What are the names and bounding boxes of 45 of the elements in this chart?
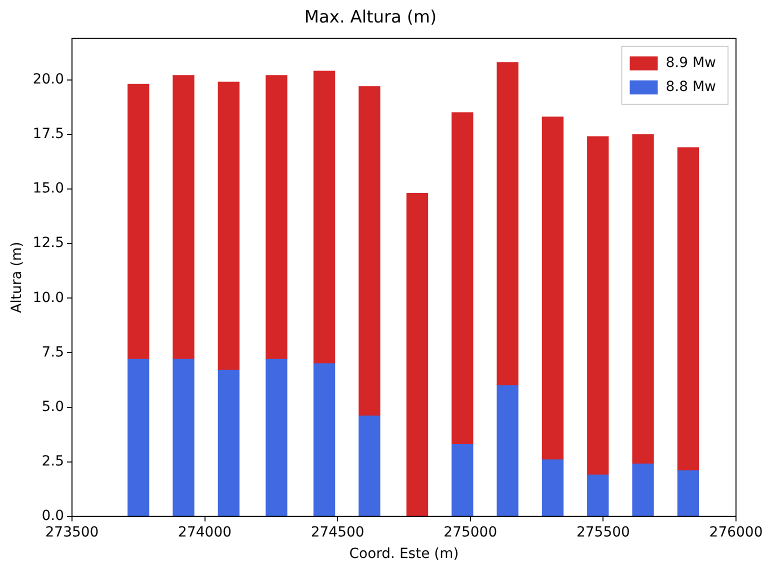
x-tick-label: 273500 [45,524,99,540]
y-tick-label: 2.5 [42,453,64,470]
bar [496,62,518,386]
bar [266,358,288,516]
bar [313,363,336,516]
bar [587,474,609,516]
legend-label: 8.9 Mw [666,55,716,72]
bar [632,134,654,464]
y-tick-label: 7.5 [42,344,64,360]
x-tick-label: 274500 [310,524,364,540]
bar [452,112,474,445]
bar [218,82,240,370]
bar [128,84,150,360]
y-tick-label: 0.0 [42,508,64,524]
bar [128,358,150,516]
bar [542,459,564,516]
x-tick-label: 276000 [709,524,763,540]
bar [542,116,564,460]
bar [406,193,428,516]
bar [677,470,700,516]
x-tick-label: 274000 [178,524,232,540]
y-axis-title: Altura (m) [9,242,26,313]
y-tick-label: 5.0 [42,398,64,415]
y-tick-label: 20.0 [32,72,64,88]
bar [358,416,380,516]
legend-label: 8.8 Mw [666,79,716,96]
bar [587,136,609,476]
x-tick-label: 275000 [444,524,498,540]
bar [313,70,336,364]
y-tick-label: 12.5 [32,235,64,252]
bar [632,464,654,516]
bar [452,444,474,516]
bar [266,75,288,360]
chart-title: Max. Altura (m) [304,8,437,28]
x-tick-label: 275500 [576,524,630,540]
bar [218,370,240,516]
bar [358,86,380,416]
y-tick-label: 17.5 [32,126,64,142]
bar [172,75,194,360]
bar [677,147,700,471]
x-axis-title: Coord. Este (m) [349,546,459,562]
bar [496,385,518,516]
y-tick-label: 15.0 [32,180,64,197]
y-tick-label: 10.0 [32,290,64,306]
bar [172,358,194,516]
